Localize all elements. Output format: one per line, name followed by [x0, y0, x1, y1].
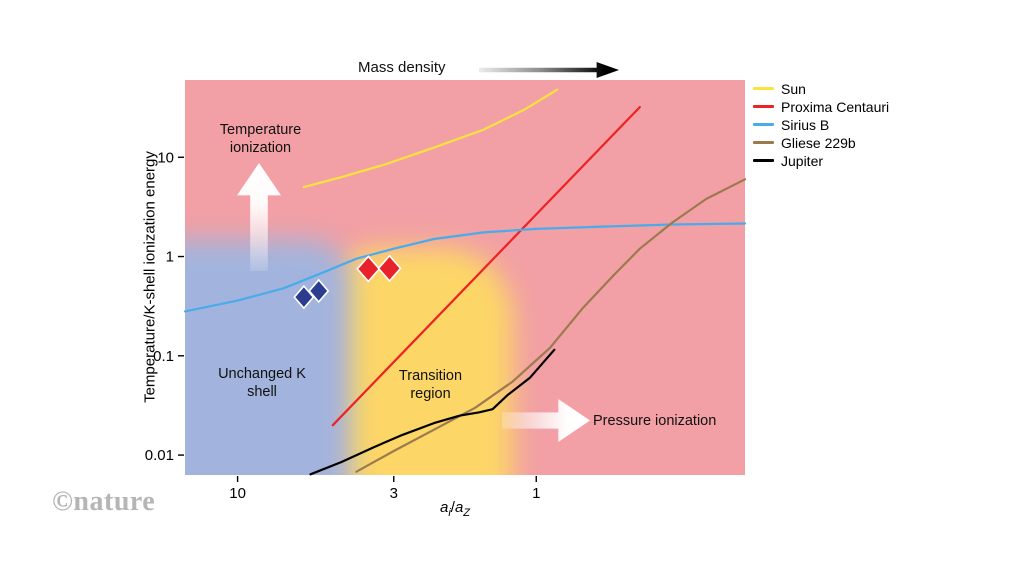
legend: Sun Proxima Centauri Sirius B Gliese 229b Ju… — [753, 80, 890, 169]
y-axis-label: Temperature/K-shell ionization energy — [141, 151, 159, 403]
y-tick-label: 0.01 — [145, 447, 174, 464]
transition-region-label: Transition region — [398, 368, 463, 402]
legend-label: Sirius B — [781, 116, 830, 133]
legend-label: Sun — [781, 80, 806, 97]
unchanged-kshell-region-fill — [185, 240, 350, 475]
legend-line-swatch — [753, 105, 774, 108]
legend-label: Jupiter — [781, 152, 824, 169]
temperature-ionization-label: Temperature ionization — [219, 122, 302, 156]
x-label-sub1: i — [448, 507, 451, 519]
pressure-ionization-label: Pressure ionization — [593, 413, 717, 429]
y-tick-label: 1 — [166, 249, 174, 266]
legend-item-sun: Sun — [753, 80, 889, 97]
legend-item-proxima-centauri: Proxima Centauri — [753, 98, 890, 115]
x-tick-label: 1 — [532, 485, 540, 502]
legend-item-gliese-229b: Gliese 229b — [753, 134, 889, 151]
x-axis-label: ai/aZ — [440, 499, 470, 519]
mass-density-label: Mass density — [358, 59, 446, 76]
x-label-sub2: Z — [463, 507, 471, 519]
legend-line-swatch — [753, 123, 774, 126]
legend-line-swatch — [753, 87, 774, 90]
unchanged-k-shell-label: Unchanged K shell — [218, 366, 306, 400]
legend-label: Proxima Centauri — [781, 98, 890, 115]
nature-logo: ©nature — [52, 486, 156, 517]
mass-density-arrow-icon — [479, 62, 619, 78]
legend-label: Gliese 229b — [781, 134, 856, 151]
x-label-var2: a — [454, 499, 464, 516]
transition-region-fill — [333, 248, 513, 475]
x-tick-label: 10 — [229, 485, 246, 502]
legend-line-swatch — [753, 159, 774, 162]
y-tick-label: 10 — [157, 149, 174, 166]
x-tick-label: 3 — [390, 485, 398, 502]
legend-line-swatch — [753, 141, 774, 144]
legend-item-jupiter: Jupiter — [753, 152, 889, 169]
x-label-divider: / — [450, 499, 455, 516]
x-label-var1: a — [439, 499, 449, 516]
legend-item-sirius-b: Sirius B — [753, 116, 889, 133]
